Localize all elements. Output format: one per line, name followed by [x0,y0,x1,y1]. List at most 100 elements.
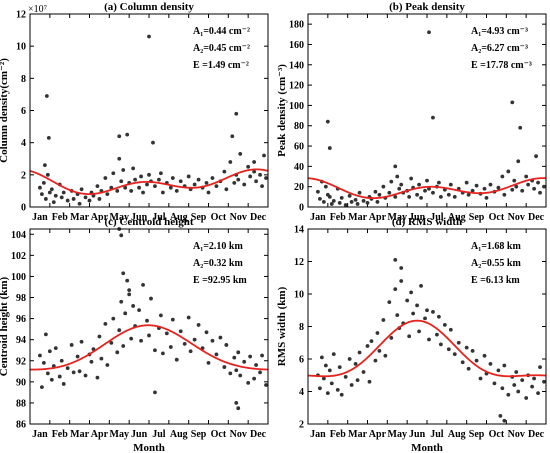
data-point [417,182,421,187]
x-tick-label: Jan [310,429,326,440]
data-point [234,368,239,373]
data-point [222,365,227,369]
data-point [234,111,239,116]
y-tick-label: 8 [21,74,26,85]
data-point [40,385,44,390]
x-tick-label: Mar [348,429,367,440]
data-point [192,182,197,187]
plot-frame [29,13,269,208]
data-point [389,335,394,340]
data-point [174,189,179,193]
data-point [327,368,332,373]
x-tick-label: Feb [52,429,69,440]
chart-title: (a) Column density [104,1,194,13]
data-point [337,365,342,370]
data-point [123,185,128,190]
data-point [347,193,352,198]
data-point [242,182,247,187]
plot-frame [29,228,269,425]
data-point [232,180,237,185]
data-point [214,184,219,188]
data-point [153,390,157,395]
x-tick-label: May [388,212,407,223]
data-point [415,192,419,197]
data-point [238,373,243,378]
data-point [347,357,352,361]
data-point [431,190,435,195]
data-point [423,188,427,193]
data-point [117,328,122,333]
data-point [45,172,50,177]
data-point [125,132,130,137]
data-point [415,303,419,308]
data-point [474,358,479,363]
data-point [131,166,136,171]
data-point [466,366,471,371]
data-point [419,195,423,200]
x-tick-label: Oct [489,212,505,223]
data-point [160,351,165,356]
data-point [339,195,344,200]
data-point [196,323,201,327]
data-point [103,176,108,180]
data-point [214,352,219,357]
data-point [409,290,414,295]
y-tick-label: 2 [21,170,26,181]
data-point [407,194,412,199]
data-point [375,200,380,204]
data-point [44,94,49,98]
data-point [46,135,51,140]
data-point [520,188,525,193]
data-point [123,311,128,316]
data-point [47,349,52,354]
data-point [323,184,328,189]
data-point [425,178,429,183]
data-point [43,197,48,201]
data-point [121,168,126,172]
annotation: E =17.78 cm⁻³ [471,60,532,71]
data-point [510,100,515,105]
data-point [38,185,42,190]
data-point [407,334,412,339]
data-point [105,363,110,367]
data-point [129,189,134,193]
data-point [97,197,102,201]
data-point [405,298,410,303]
data-point [61,190,66,195]
data-point [147,333,151,338]
data-point [520,378,525,383]
x-axis-label: Month [133,442,165,453]
y-tick-label: 4 [21,138,26,149]
x-tick-label: Mar [348,212,367,223]
data-point [349,200,354,204]
data-point [361,199,366,203]
data-point [427,337,431,342]
data-point [115,350,120,355]
y-tick-label: 100 [11,272,26,283]
data-point [526,182,531,187]
data-point [186,315,191,320]
data-point [151,140,155,145]
data-point [425,308,429,313]
data-point [327,194,332,199]
data-point [448,182,453,187]
x-tick-label: Feb [330,429,347,440]
data-point [438,342,443,347]
x-tick-label: Apr [369,212,387,223]
x-tick-label: Dec [250,212,267,223]
data-point [470,348,475,353]
data-point [236,406,241,411]
x-tick-label: Feb [52,212,69,223]
data-point [139,338,143,343]
data-point [61,382,66,386]
x-tick-label: Sep [191,212,207,223]
data-point [474,183,479,188]
x-tick-label: Jul [430,212,444,223]
x-tick-label: Oct [211,429,227,440]
data-point [127,292,132,297]
data-point [83,373,88,378]
y-tick-label: 14 [294,225,304,236]
data-point [242,359,247,364]
y-axis-label: Column density(cm⁻²) [0,58,10,163]
